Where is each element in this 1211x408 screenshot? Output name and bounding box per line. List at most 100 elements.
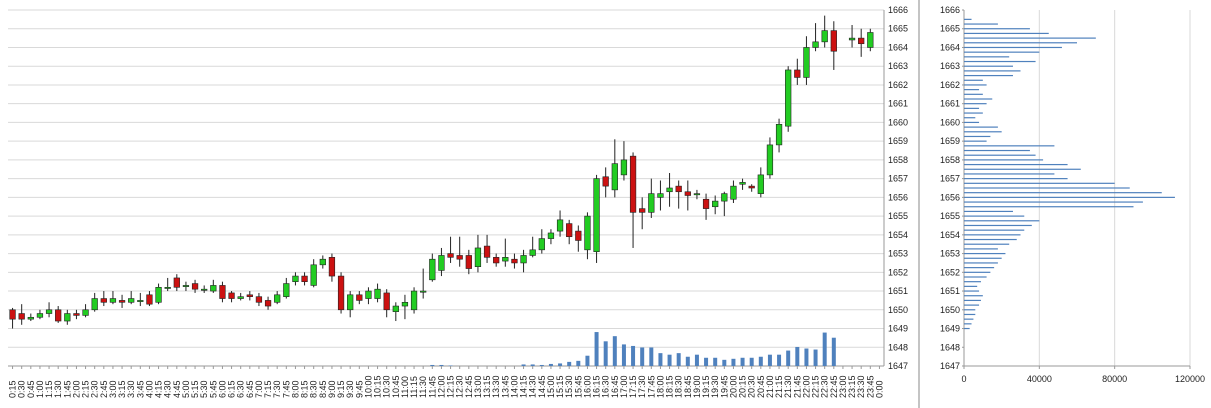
volume-bar — [640, 347, 645, 366]
profile-y-tick-label: 1647 — [940, 361, 960, 371]
volume-bar — [704, 357, 709, 366]
candle-body — [237, 296, 244, 299]
x-tick-label: 10:00 — [363, 375, 373, 398]
profile-bar — [964, 215, 1025, 217]
candle-body — [100, 298, 107, 303]
volume-bar — [831, 337, 836, 366]
volume-bar — [576, 360, 581, 366]
volume-bar — [777, 354, 782, 366]
profile-bar — [964, 257, 1002, 259]
y-tick-label: 1653 — [888, 249, 908, 259]
x-tick-label: 5:15 — [190, 380, 200, 398]
candle-body — [292, 275, 299, 282]
x-tick-label: 12:45 — [464, 375, 474, 398]
y-tick-label: 1661 — [888, 99, 908, 109]
profile-y-tick-label: 1653 — [940, 249, 960, 259]
x-tick-label: 14:45 — [537, 375, 547, 398]
x-tick-label: 16:00 — [582, 375, 592, 398]
profile-y-tick-label: 1656 — [940, 192, 960, 202]
profile-y-tick-label: 1662 — [940, 80, 960, 90]
x-tick-label: 13:45 — [500, 375, 510, 398]
volume-bar — [548, 363, 553, 366]
x-tick-label: 17:30 — [637, 375, 647, 398]
candle-body — [356, 294, 363, 301]
volume-bar — [603, 341, 608, 366]
profile-bar — [964, 299, 981, 302]
x-tick-label: 4:15 — [154, 380, 164, 398]
profile-bar — [964, 168, 1081, 170]
candle-body — [757, 174, 764, 194]
x-tick-label: 6:15 — [227, 380, 237, 398]
x-tick-label: 20:15 — [738, 375, 748, 398]
y-tick-label: 1647 — [888, 361, 908, 371]
candle-body — [210, 285, 217, 292]
profile-y-tick-label: 1666 — [940, 5, 960, 15]
profile-bar — [964, 229, 1025, 231]
x-tick-label: 6:45 — [245, 380, 255, 398]
profile-y-tick-label: 1649 — [940, 324, 960, 334]
x-tick-label: 2:30 — [90, 380, 100, 398]
volume-bar — [694, 354, 699, 366]
x-tick-label: 0:15 — [8, 380, 18, 398]
x-tick-label: 0:45 — [26, 380, 36, 398]
y-tick-label: 1657 — [888, 174, 908, 184]
candle-body — [502, 257, 509, 262]
x-tick-label: 21:45 — [792, 375, 802, 398]
profile-bar — [964, 135, 991, 138]
x-tick-label: 0:30 — [17, 380, 27, 398]
volume-bar — [521, 364, 526, 366]
profile-bar — [964, 98, 993, 100]
profile-bar — [964, 121, 980, 124]
profile-bar — [964, 206, 1134, 208]
x-tick-label: 23:30 — [856, 375, 866, 398]
candle-body — [584, 215, 591, 251]
candle-body — [730, 185, 737, 200]
profile-bar — [964, 243, 1010, 245]
volume-bar — [822, 332, 827, 366]
x-tick-label: 19:00 — [692, 375, 702, 398]
profile-bar — [964, 79, 983, 81]
candle-body — [529, 249, 536, 256]
profile-bar — [964, 285, 978, 287]
x-tick-label: 23:45 — [865, 375, 875, 398]
x-tick-label: 9:45 — [354, 380, 364, 398]
candle-body — [73, 313, 80, 316]
profile-bar — [964, 224, 1032, 227]
volume-bar — [594, 332, 599, 366]
volume-bar — [767, 354, 772, 366]
x-tick-label: 1:30 — [53, 380, 63, 398]
profile-bar — [964, 89, 980, 91]
profile-bar — [964, 18, 972, 20]
profile-bar — [964, 304, 980, 306]
x-tick-label: 13:00 — [473, 375, 483, 398]
x-tick-label: 22:45 — [829, 375, 839, 398]
candle-body — [821, 30, 828, 43]
profile-bar — [964, 295, 983, 297]
candle-body — [429, 258, 436, 281]
x-tick-label: 12:00 — [436, 375, 446, 398]
profile-bar — [964, 70, 1021, 72]
x-tick-label: 3:00 — [108, 380, 118, 398]
candle-body — [593, 178, 600, 253]
profile-bar — [964, 126, 998, 128]
x-tick-label: 6:00 — [217, 380, 227, 398]
profile-y-tick-label: 1652 — [940, 267, 960, 277]
profile-bar — [964, 210, 1013, 213]
candle-body — [118, 300, 126, 303]
y-tick-label: 1663 — [888, 61, 908, 71]
volume-bar — [813, 349, 818, 366]
x-tick-label: 7:45 — [281, 380, 291, 398]
x-tick-label: 11:15 — [409, 376, 419, 398]
candle-body — [474, 247, 482, 267]
x-tick-label: 4:45 — [172, 380, 182, 398]
y-tick-label: 1651 — [888, 286, 908, 296]
x-tick-label: 19:15 — [701, 375, 711, 398]
candle-body — [721, 193, 728, 202]
profile-y-tick-label: 1657 — [940, 174, 960, 184]
profile-bar — [964, 37, 1096, 39]
candle-body — [538, 238, 545, 251]
x-tick-label: 10:45 — [391, 375, 401, 398]
profile-bar — [964, 149, 1030, 152]
x-tick-label: 16:15 — [592, 375, 602, 398]
profile-bar — [964, 327, 970, 330]
